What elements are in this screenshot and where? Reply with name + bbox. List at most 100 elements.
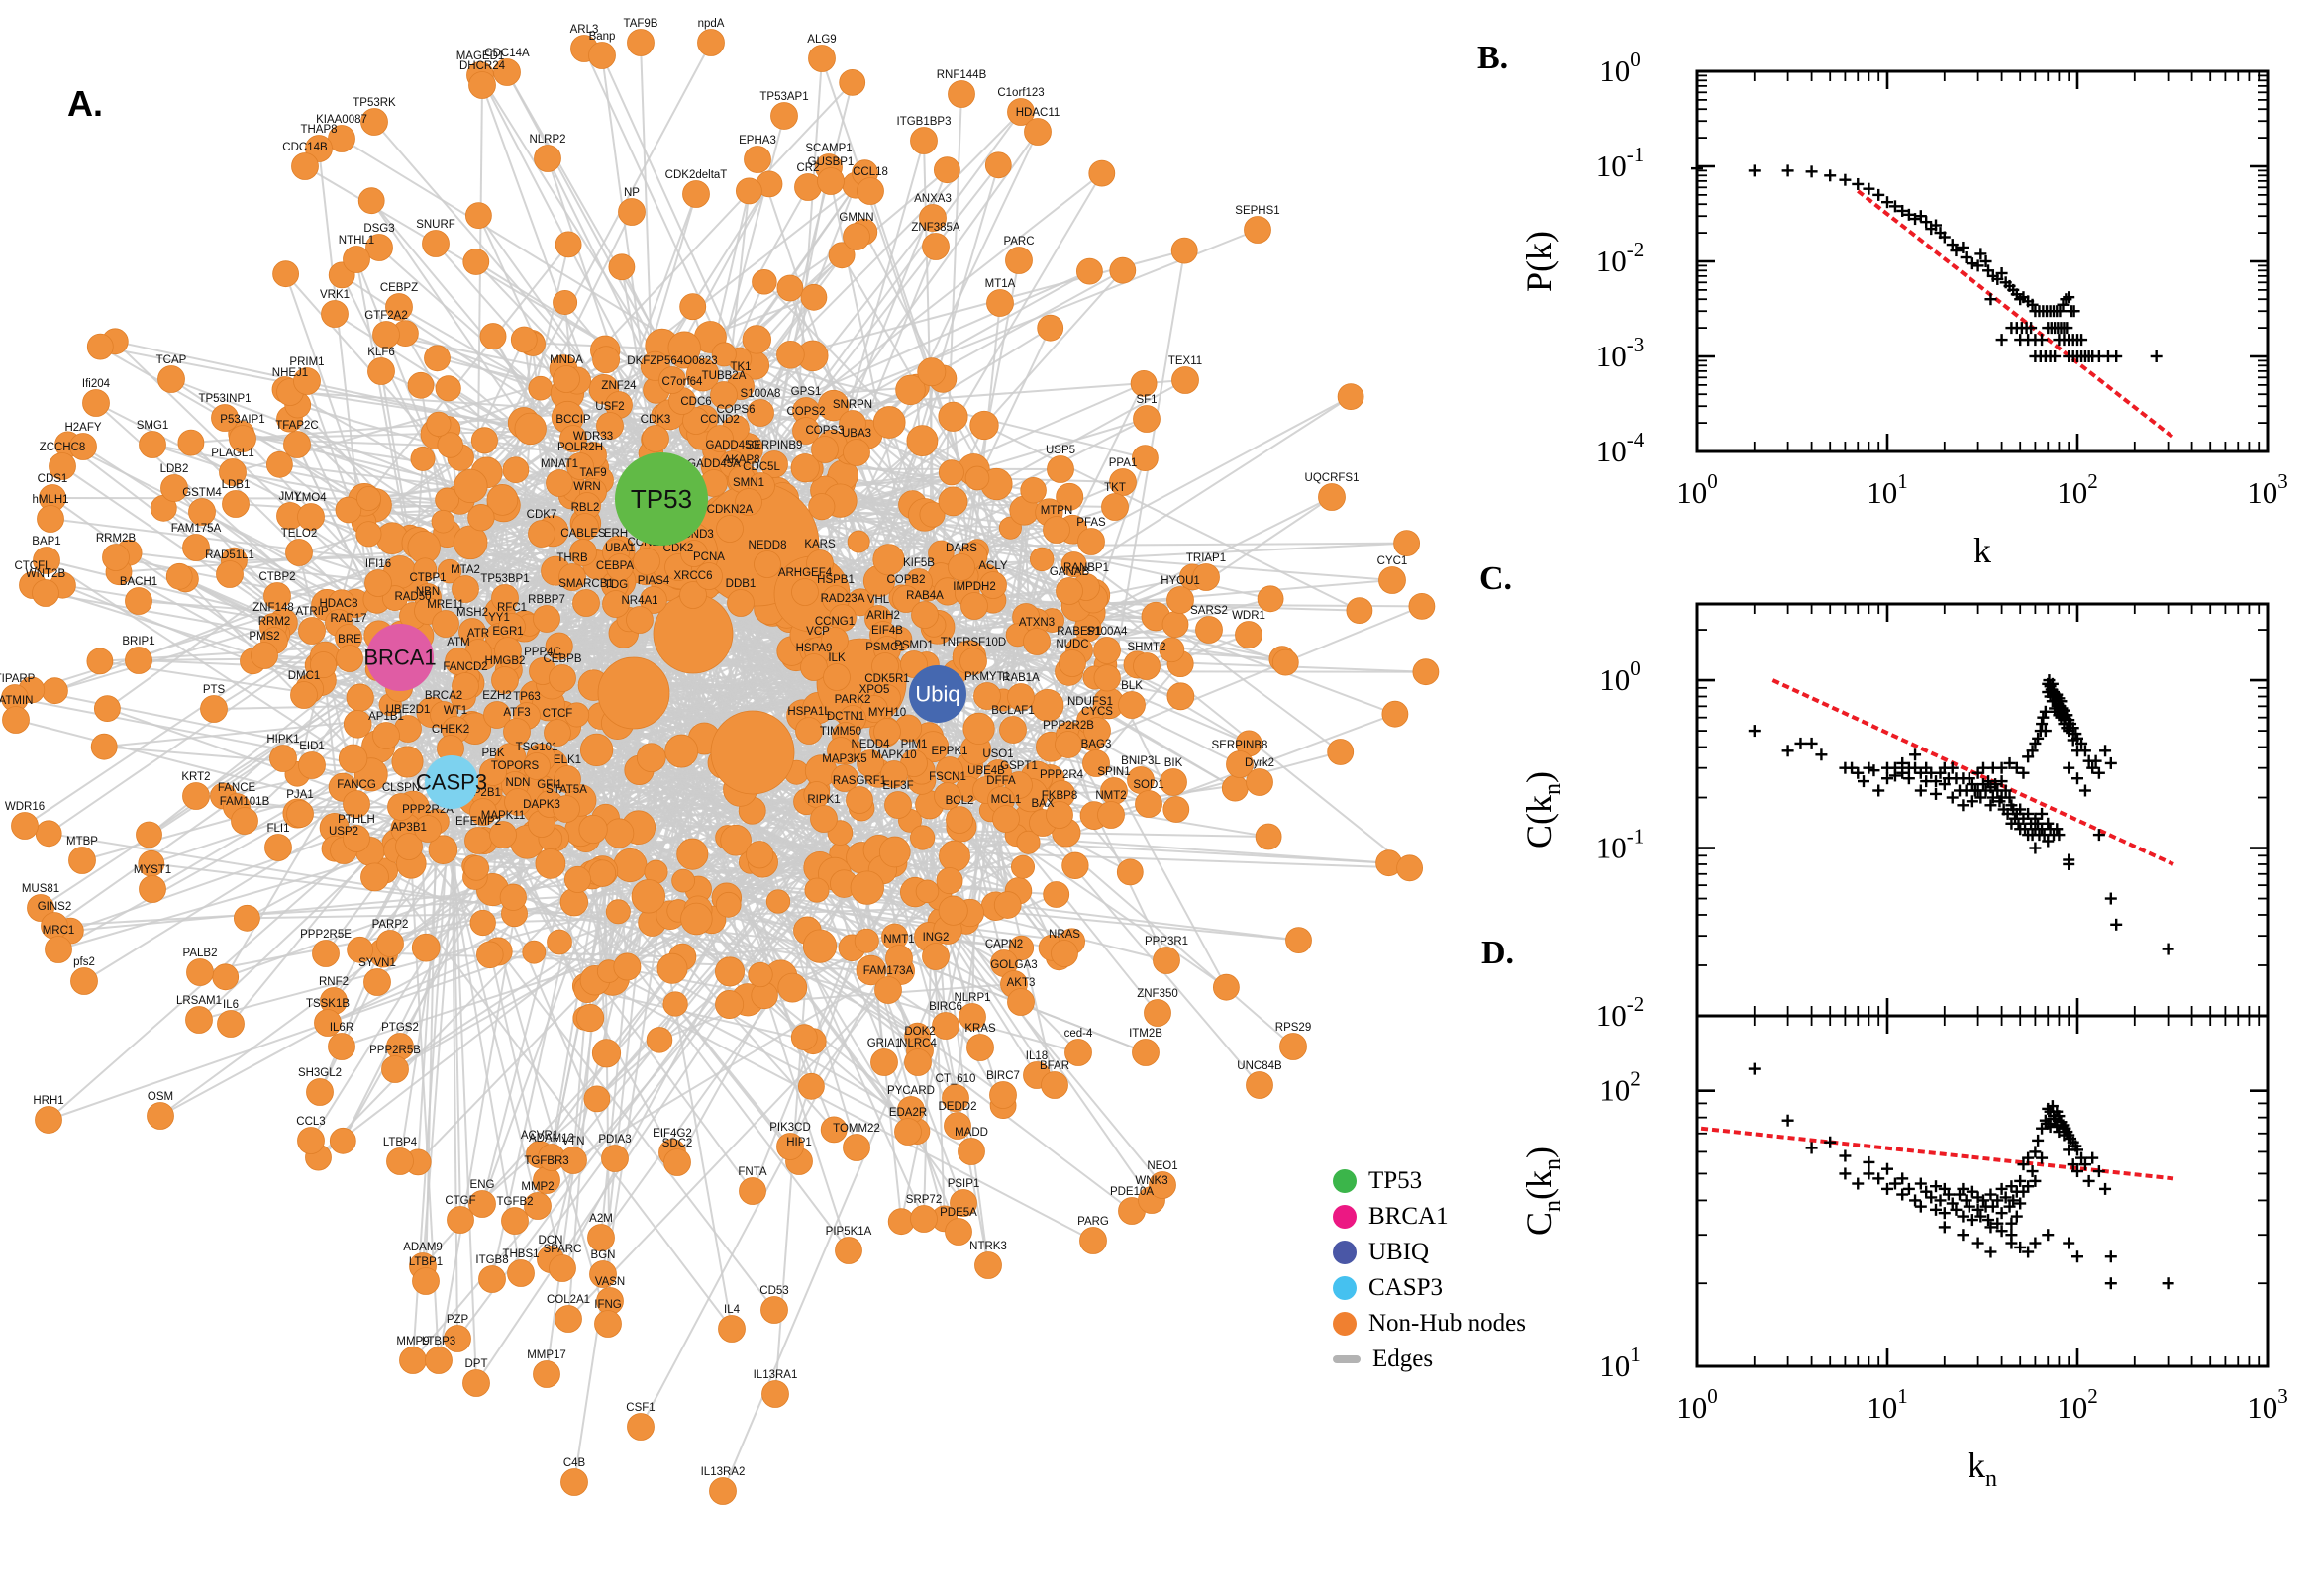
network-node [86,333,114,360]
network-node [602,590,630,618]
network-node [618,198,646,226]
network-node-label: RIPK1 [807,794,840,806]
network-node [165,562,193,590]
network-node-label: GADD45G [706,440,760,451]
network-node [790,1024,818,1051]
network-node [790,453,820,483]
network-node-label: NP [624,187,640,199]
network-node-label: VRK1 [320,289,350,301]
network-node-label: HDAC8 [320,598,358,610]
network-node-label: UBE2D1 [386,704,431,716]
network-node [491,584,519,612]
y-axis-title: C(kn​) [1519,771,1566,848]
network-node-label: VASN [595,1276,625,1288]
network-node [555,231,582,258]
network-node [343,790,370,818]
hub-circle [366,624,434,691]
network-node [1135,790,1162,818]
network-node-label: PFAS [1076,517,1106,529]
network-node-label: DAPK3 [523,799,560,811]
plot-ticks [1695,604,2270,1018]
network-node-label: GTF2A2 [364,310,407,322]
network-node-label: USF2 [595,401,624,413]
network-node [1226,750,1254,778]
network-node-label: TGFB2 [496,1196,533,1208]
network-node [68,847,96,874]
network-node-label: PARC [1003,236,1034,248]
network-node-label: BNIP3L [1121,755,1161,767]
network-node [870,1048,898,1076]
network-node [447,1206,474,1234]
network-node-label: EGR1 [492,626,523,638]
network-node [182,782,210,810]
network-node [1153,947,1180,974]
network-node [363,968,391,996]
network-node-label: EIF4B [871,625,903,637]
network-node [335,496,362,524]
network-node [49,452,76,480]
network-node-label: USP5 [1046,445,1075,456]
network-node [631,879,665,914]
network-node-label: WNK3 [1135,1175,1167,1187]
network-node-label: PTHLH [338,814,375,826]
legend-label: Non-Hub nodes [1368,1310,1527,1337]
network-node-label: PYCARD [887,1085,935,1097]
network-node-label: PDE5A [940,1207,977,1219]
network-node-label: THBS1 [502,1248,539,1260]
network-node [1378,566,1406,594]
network-node [1046,801,1073,829]
network-node [922,233,950,260]
network-node [806,549,834,577]
network-edge [446,533,461,1221]
network-node-label: WDR1 [1232,610,1265,622]
network-node-label: CT_610 [936,1073,976,1085]
network-node-label: PPP2R4 [1040,769,1084,781]
network-node-label: RANBP1 [1063,562,1109,574]
network-node [895,374,926,406]
network-node-label: MAP3K5 [822,753,866,765]
network-node-label: AP3B1 [391,822,427,834]
network-node [742,325,771,354]
network-node [1097,801,1125,829]
network-node-label: TOPORS [491,760,540,772]
y-tick-label: 10-3 [1596,333,1645,373]
network-node [545,632,573,660]
network-node-label: FNTA [738,1166,767,1178]
network-node [560,1468,588,1496]
network-node-label: IL18 [1026,1050,1048,1062]
network-node [1192,563,1220,591]
network-node-label: FAM173A [863,965,914,977]
network-node [435,375,461,402]
network-node-label: PIP5K1A [826,1226,872,1238]
network-node [798,1072,825,1100]
network-node-label: ITM2B [1129,1028,1162,1040]
network-node-label: PIK3CD [769,1122,811,1134]
network-node-label: COPS2 [787,406,826,418]
network-node-label: PPP2R2B [1043,720,1094,732]
network-node [919,501,946,528]
network-node [395,833,423,860]
network-node-label: EID1 [299,741,325,752]
legend-label: CASP3 [1368,1274,1444,1301]
network-node-label: SH3GL2 [298,1067,342,1079]
network-node [432,610,459,638]
network-node [1279,1033,1307,1060]
network-node-label: MAPK10 [871,749,916,761]
network-node [476,941,504,969]
network-node [597,656,670,730]
network-node [823,663,851,691]
network-node-label: SPARC [544,1244,582,1255]
network-node [1020,476,1047,504]
network-node [934,156,960,184]
network-node-label: MUS81 [22,883,59,895]
network-node [569,539,597,566]
network-node [605,899,631,925]
network-node [885,945,913,972]
network-node-label: LTBP4 [383,1137,418,1148]
x-tick-label: 102 [2057,1384,2098,1425]
network-node [715,956,745,987]
network-node-label: RAD23A [821,593,865,605]
network-node [1024,118,1052,146]
network-node [312,940,340,967]
network-node-label: GMNN [839,212,873,224]
